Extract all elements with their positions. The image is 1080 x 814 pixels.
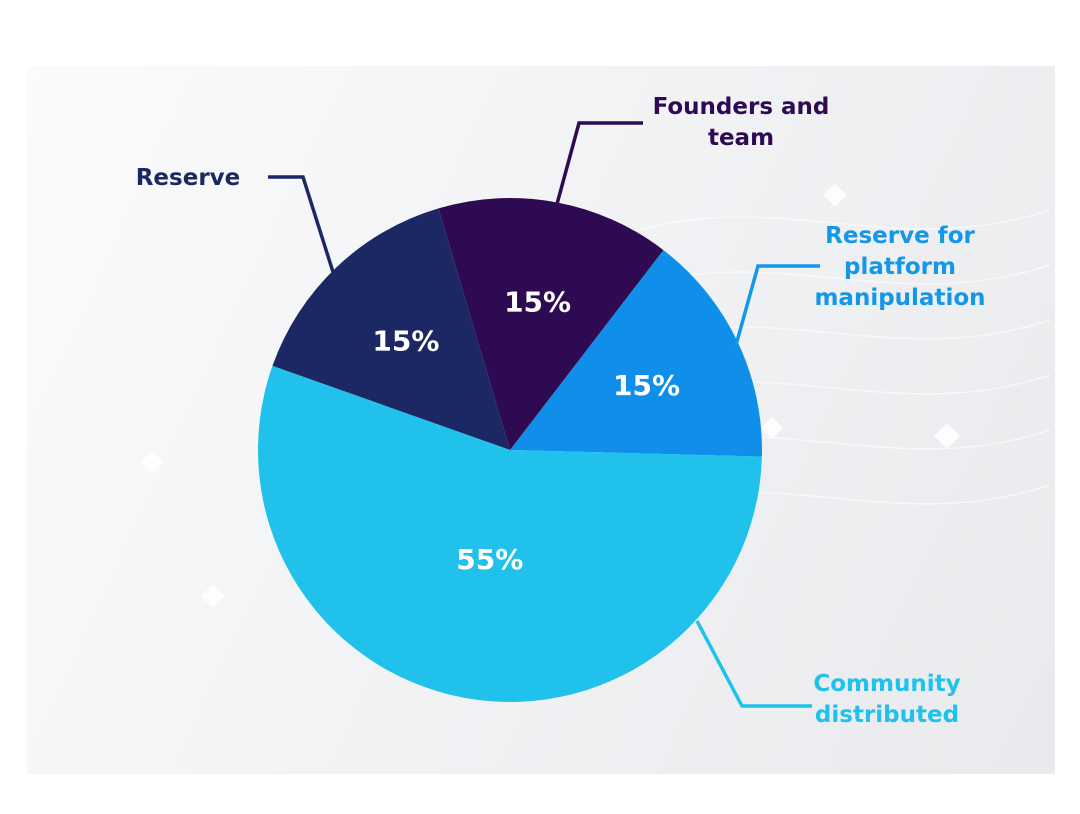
leader-lines bbox=[268, 121, 820, 708]
decor-diamond bbox=[141, 451, 163, 473]
pie-slice bbox=[510, 250, 762, 457]
category-label: Reserve for bbox=[825, 223, 975, 249]
category-label: Founders and bbox=[653, 94, 830, 120]
value-labels: 15% 15% 15% 55% bbox=[372, 285, 680, 576]
leader-line bbox=[268, 175, 335, 273]
category-label: team bbox=[708, 125, 774, 151]
pie-slice bbox=[257, 365, 762, 702]
category-label: Community bbox=[813, 671, 960, 697]
decor-curve bbox=[639, 264, 1051, 286]
category-labels: Reserve for platform manipulation Founders … bbox=[136, 94, 986, 728]
leader-line bbox=[695, 620, 812, 708]
pie-slice bbox=[272, 208, 510, 450]
category-label: platform bbox=[844, 254, 956, 280]
decor-diamond bbox=[201, 584, 225, 608]
category-label: Reserve bbox=[136, 165, 241, 191]
pie-slice bbox=[438, 198, 664, 450]
decor-diamond bbox=[761, 417, 783, 439]
slice-value-label: 55% bbox=[456, 543, 523, 576]
decor-diamond bbox=[823, 183, 847, 207]
decor-curve bbox=[639, 209, 1051, 231]
slice-value-label: 15% bbox=[504, 285, 571, 318]
slice-value-label: 15% bbox=[372, 324, 439, 357]
decor-diamond bbox=[934, 423, 960, 449]
slice-value-label: 15% bbox=[613, 369, 680, 402]
category-label: distributed bbox=[815, 702, 959, 728]
leader-line bbox=[555, 121, 643, 205]
category-label: manipulation bbox=[814, 285, 985, 311]
leader-line bbox=[734, 264, 820, 346]
pie-slices bbox=[257, 198, 762, 702]
